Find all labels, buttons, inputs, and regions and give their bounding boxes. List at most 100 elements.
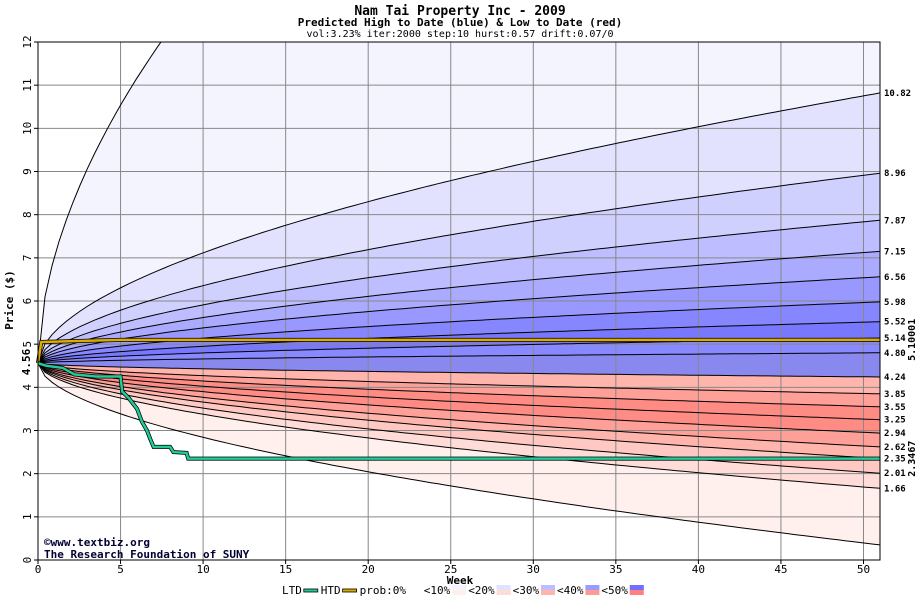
y-tick-label: 2 bbox=[21, 470, 34, 477]
quantile-line bbox=[38, 172, 880, 364]
high-band bbox=[38, 301, 880, 364]
quantile-end-labels: 10.82 8.96 7.87 7.15 6.56 5.98 5.52 5.14 4.80 4.2… bbox=[884, 89, 911, 494]
y-tick-label: 11 bbox=[21, 79, 34, 92]
quantile-line bbox=[38, 362, 880, 408]
low-band bbox=[38, 363, 880, 407]
legend-band-swatch-low bbox=[541, 590, 555, 595]
legend-band-swatch-low bbox=[585, 590, 600, 595]
high-band bbox=[38, 276, 880, 364]
chart-subtitle: Predicted High to Date (blue) & Low to D… bbox=[298, 16, 623, 29]
quantile-end-label: 7.87 bbox=[884, 216, 906, 226]
legend-ltd-swatch bbox=[303, 588, 319, 593]
quantile-end-label: 4.80 bbox=[884, 349, 906, 359]
quantile-line bbox=[38, 92, 880, 364]
legend-band-swatch-high bbox=[496, 585, 511, 590]
quantile-end-label: 6.56 bbox=[884, 273, 906, 283]
quantile-end-label: 2.35 bbox=[884, 455, 906, 465]
y-tick-label: 10 bbox=[21, 122, 34, 135]
y-tick-label: 7 bbox=[21, 255, 34, 262]
legend-band-swatch-low bbox=[452, 590, 467, 595]
quantile-line bbox=[38, 362, 880, 395]
quantile-end-label: 2.62 bbox=[884, 443, 906, 453]
x-tick-label: 5 bbox=[117, 563, 124, 576]
x-tick-label: 50 bbox=[857, 563, 870, 576]
quantile-line bbox=[38, 219, 880, 364]
legend-band-swatch-low bbox=[629, 590, 644, 595]
x-tick-label: 20 bbox=[362, 563, 375, 576]
x-tick-label: 45 bbox=[774, 563, 787, 576]
y-tick-label: 5 bbox=[21, 341, 34, 348]
quantile-line bbox=[38, 362, 880, 448]
low-band bbox=[38, 363, 880, 447]
legend-band-swatch-high bbox=[452, 585, 467, 590]
quantile-line bbox=[38, 250, 880, 364]
legend-band-label: <10% bbox=[424, 584, 451, 597]
legend-band-swatch-high bbox=[629, 585, 644, 590]
quantile-line bbox=[38, 362, 880, 474]
quantile-end-label: 1.66 bbox=[884, 484, 906, 494]
credit-org: The Research Foundation of SUNY bbox=[44, 548, 250, 561]
legend-htd-label: HTD bbox=[321, 584, 341, 597]
legend-band-label: <50% bbox=[601, 584, 628, 597]
low-band bbox=[38, 363, 880, 394]
high-band bbox=[38, 92, 880, 364]
y-tick-label: 4 bbox=[21, 384, 34, 391]
quantile-line bbox=[38, 362, 880, 434]
quantile-line bbox=[38, 321, 880, 364]
start-price-label: 4.56 bbox=[20, 348, 33, 375]
x-axis-label: Week bbox=[447, 574, 474, 587]
quantile-end-label: 4.24 bbox=[884, 373, 906, 383]
copyright-icon: © bbox=[44, 536, 51, 549]
quantile-line bbox=[38, 276, 880, 364]
y-tick-label: 8 bbox=[21, 211, 34, 218]
legend-band-swatch-high bbox=[541, 585, 555, 590]
chart-params: vol:3.23% iter:2000 step:10 hurst:0.57 d… bbox=[306, 29, 613, 40]
htd-value-label: 5.10001 bbox=[907, 319, 918, 361]
quantile-end-label: 5.52 bbox=[884, 318, 906, 328]
ltd-line bbox=[37, 362, 880, 460]
legend-band-swatch-low bbox=[407, 590, 422, 595]
low-band bbox=[38, 363, 880, 489]
center-band bbox=[38, 352, 880, 377]
legend-htd-swatch bbox=[342, 588, 358, 593]
quantile-end-label: 5.14 bbox=[884, 334, 906, 344]
y-tick-label: 6 bbox=[21, 298, 34, 305]
credit-site: ©www.textbiz.org bbox=[44, 536, 150, 549]
chart-title: Nam Tai Property Inc - 2009 bbox=[354, 4, 565, 19]
low-band bbox=[38, 363, 880, 474]
x-tick-label: 40 bbox=[692, 563, 705, 576]
x-tick-label: 35 bbox=[609, 563, 622, 576]
quantile-end-label: 2.01 bbox=[884, 469, 906, 479]
quantile-end-label: 3.55 bbox=[884, 403, 906, 413]
quantile-end-label: 10.82 bbox=[884, 89, 911, 99]
quantile-end-label: 3.85 bbox=[884, 390, 906, 400]
high-band bbox=[38, 173, 880, 364]
quantile-line bbox=[38, 362, 880, 421]
high-band bbox=[38, 251, 880, 364]
y-tick-label: 3 bbox=[21, 427, 34, 434]
price-paths bbox=[36, 337, 881, 461]
low-band bbox=[38, 363, 880, 545]
quantile-line bbox=[38, 362, 880, 489]
x-tick-label: 15 bbox=[279, 563, 292, 576]
legend: LTD HTD prob:0% <10% <20% <30% <40% <50% bbox=[282, 584, 644, 597]
outer-low-line bbox=[38, 362, 880, 546]
x-tick-label: 0 bbox=[35, 563, 42, 576]
quantile-end-label: 2.94 bbox=[884, 429, 906, 439]
legend-band-label: <40% bbox=[557, 584, 584, 597]
low-band bbox=[38, 363, 880, 434]
ltd-value-label: 2.3467 bbox=[907, 441, 918, 477]
quantile-line bbox=[38, 352, 880, 364]
high-band bbox=[38, 321, 880, 364]
x-tick-label: 30 bbox=[527, 563, 540, 576]
legend-prob-label: prob:0% bbox=[360, 584, 407, 597]
legend-band-swatch-high bbox=[407, 585, 422, 590]
quantile-end-label: 3.25 bbox=[884, 416, 906, 426]
legend-ltd-label: LTD bbox=[282, 584, 302, 597]
probability-bands bbox=[38, 42, 880, 560]
y-tick-label: 9 bbox=[21, 168, 34, 175]
htd-line bbox=[36, 338, 881, 364]
legend-band-swatch-high bbox=[585, 585, 600, 590]
